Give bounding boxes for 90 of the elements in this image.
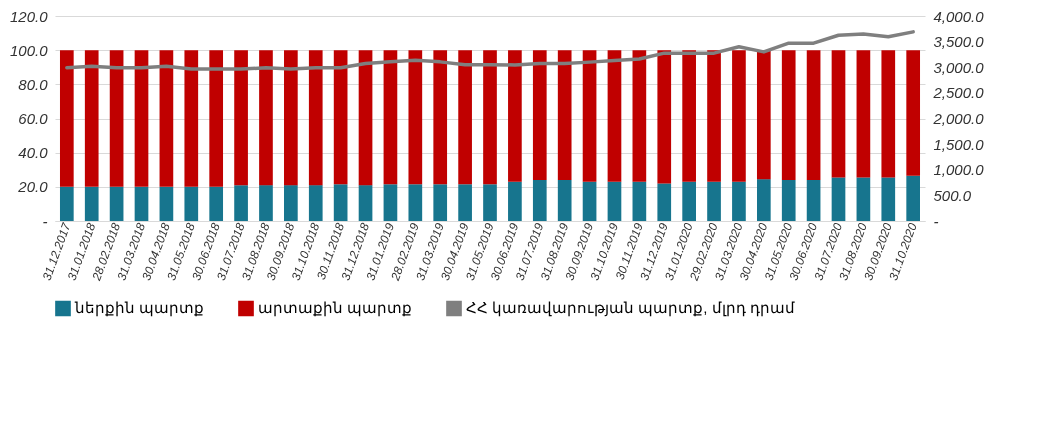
line-series: [65, 30, 915, 71]
bar: [831, 50, 846, 178]
bar: [259, 185, 273, 221]
bar: [209, 50, 224, 187]
bar: [508, 50, 522, 182]
bar: [358, 185, 373, 221]
bar: [333, 184, 348, 221]
bar: [284, 50, 298, 186]
bar: [159, 186, 174, 221]
bar: [433, 184, 448, 221]
bar: [433, 50, 448, 185]
bar: [806, 180, 821, 221]
bar: [707, 50, 721, 182]
bar: [184, 50, 199, 187]
y2-tick-label: 3,000.0: [933, 58, 985, 76]
y-tick-label: 120.0: [9, 7, 49, 25]
y-tick-label: 80.0: [18, 75, 49, 93]
bar: [259, 50, 273, 186]
bar: [682, 50, 696, 182]
bar: [756, 50, 771, 180]
y2-tick-label: -: [933, 212, 939, 230]
bar: [184, 186, 199, 221]
y2-tick-label: 4,000.0: [933, 7, 985, 25]
bar: [906, 50, 921, 176]
bar: [856, 50, 871, 178]
y2-tick-label: 1,500.0: [933, 135, 985, 153]
bar: [557, 180, 572, 221]
legend-label: ՀՀ կառավարության պարտք, մլրդ դրամ: [466, 299, 795, 318]
bar: [532, 50, 547, 180]
bar: [483, 50, 497, 185]
bar: [84, 186, 99, 221]
bar: [159, 50, 174, 187]
bar: [657, 183, 672, 221]
bar: [607, 181, 622, 221]
bar: [906, 175, 921, 221]
bar: [358, 50, 373, 186]
y2-tick-label: 2,500.0: [932, 84, 985, 102]
y-tick-label: -: [42, 212, 48, 230]
y2-tick-label: 500.0: [933, 186, 972, 204]
bar: [109, 50, 124, 187]
bar: [532, 180, 547, 221]
bar: [408, 50, 423, 185]
bar: [632, 50, 647, 182]
bar: [59, 186, 74, 221]
bar: [458, 184, 472, 221]
bar: [458, 50, 472, 185]
bar: [408, 184, 423, 221]
bar: [881, 50, 896, 178]
y-tick-label: 100.0: [9, 41, 49, 59]
bar: [209, 186, 224, 221]
bar: [109, 186, 124, 221]
bar: [84, 50, 99, 187]
bar: [557, 50, 572, 180]
bar: [607, 50, 622, 182]
bar: [134, 186, 149, 221]
bar: [383, 184, 398, 221]
bar: [632, 181, 647, 221]
bar: [682, 181, 696, 221]
bar: [732, 181, 746, 221]
bar: [707, 181, 721, 221]
bar: [333, 50, 348, 185]
bar: [831, 177, 846, 221]
bar: [881, 177, 896, 221]
bar: [582, 181, 597, 221]
bar: [308, 50, 323, 186]
y2-tick-label: 2,000.0: [932, 110, 985, 127]
y2-tick-label: 3,500.0: [933, 33, 985, 51]
y-tick-label: 20.0: [17, 178, 49, 196]
bar: [383, 50, 398, 185]
bar: [508, 181, 522, 221]
bar: [284, 185, 298, 221]
legend-label: ներքին պարտք: [74, 299, 205, 318]
bar: [806, 50, 821, 180]
bar: [582, 50, 597, 182]
y2-tick-label: 1,000.0: [933, 161, 985, 179]
bar: [134, 50, 149, 187]
bar: [234, 185, 248, 221]
y-tick-label: 60.0: [18, 110, 49, 127]
bar: [234, 50, 248, 186]
legend-label: արտաքին պարտք: [258, 299, 413, 318]
bar: [856, 177, 871, 221]
bar: [483, 184, 497, 221]
bar: [756, 179, 771, 221]
bar: [781, 50, 796, 180]
y-tick-label: 40.0: [18, 144, 49, 162]
bar: [657, 50, 672, 184]
bar: [308, 185, 323, 221]
bar: [59, 50, 74, 187]
bar: [781, 180, 796, 221]
bar: [732, 50, 746, 182]
